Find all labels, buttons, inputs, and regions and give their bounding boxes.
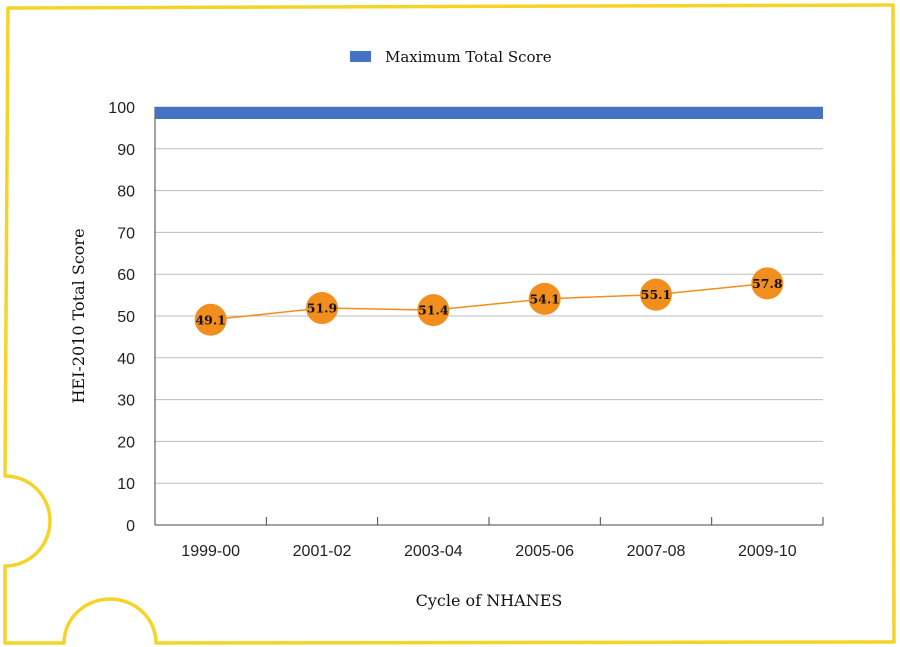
y-tick-label: 50 <box>117 309 135 326</box>
series: 49.1 51.9 51.4 54.1 55.1 57.8 <box>194 267 784 336</box>
data-point <box>528 282 561 315</box>
y-axis-title: HEI-2010 Total Score <box>69 228 88 403</box>
data-label: 57.8 <box>752 276 783 291</box>
legend-swatch-maximum-total-score <box>350 51 371 62</box>
x-tick-label: 2009-10 <box>738 543 797 560</box>
x-tick-label: 2001-02 <box>293 543 352 560</box>
data-point <box>306 292 338 325</box>
legend-label-maximum-total-score: Maximum Total Score <box>385 48 552 66</box>
x-axis-title: Cycle of NHANES <box>416 591 563 610</box>
axes: 1999-00 2001-02 2003-04 2005-06 2007-08 2009-… <box>154 107 824 560</box>
data-label: 55.1 <box>641 287 671 302</box>
y-tick-label: 10 <box>117 476 135 493</box>
x-tick-label: 1999-00 <box>181 543 240 560</box>
series-line <box>210 282 768 321</box>
data-label: 51.4 <box>418 303 449 318</box>
data-point <box>194 303 227 336</box>
y-tick-label: 100 <box>108 100 135 117</box>
data-label: 54.1 <box>529 291 559 306</box>
x-tick-label: 2003-04 <box>404 543 463 560</box>
y-tick-label: 0 <box>126 518 135 535</box>
y-tick-label: 70 <box>117 225 135 242</box>
legend: Maximum Total Score <box>350 48 552 66</box>
reference-line <box>155 107 823 119</box>
data-point <box>417 294 450 327</box>
y-tick-label: 60 <box>117 267 135 284</box>
y-tick-label: 40 <box>117 351 135 368</box>
y-tick-label: 80 <box>117 184 135 201</box>
y-tick-label: 20 <box>117 434 135 451</box>
y-tick-label: 30 <box>117 393 135 410</box>
data-label: 51.9 <box>307 301 337 316</box>
data-point <box>751 267 784 300</box>
border-outline <box>3 3 896 645</box>
y-tick-label: 90 <box>117 142 135 159</box>
x-tick-label: 2007-08 <box>627 543 686 560</box>
data-label: 49.1 <box>195 312 225 327</box>
data-point <box>640 278 672 311</box>
x-tick-label: 2005-06 <box>515 543 574 560</box>
reference-bar-maximum-total-score <box>155 107 823 119</box>
decorative-border <box>3 3 896 645</box>
